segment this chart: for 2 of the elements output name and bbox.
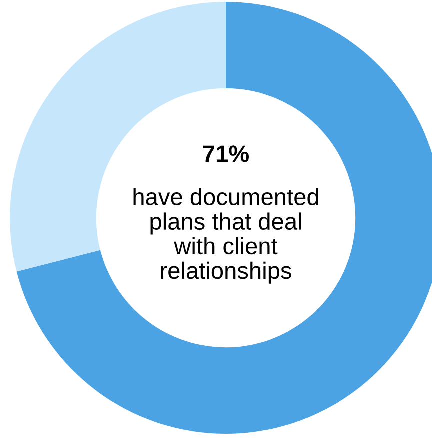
text: have documented plans that deal with client relationships [134,188,318,284]
text: 71% [203,146,250,162]
